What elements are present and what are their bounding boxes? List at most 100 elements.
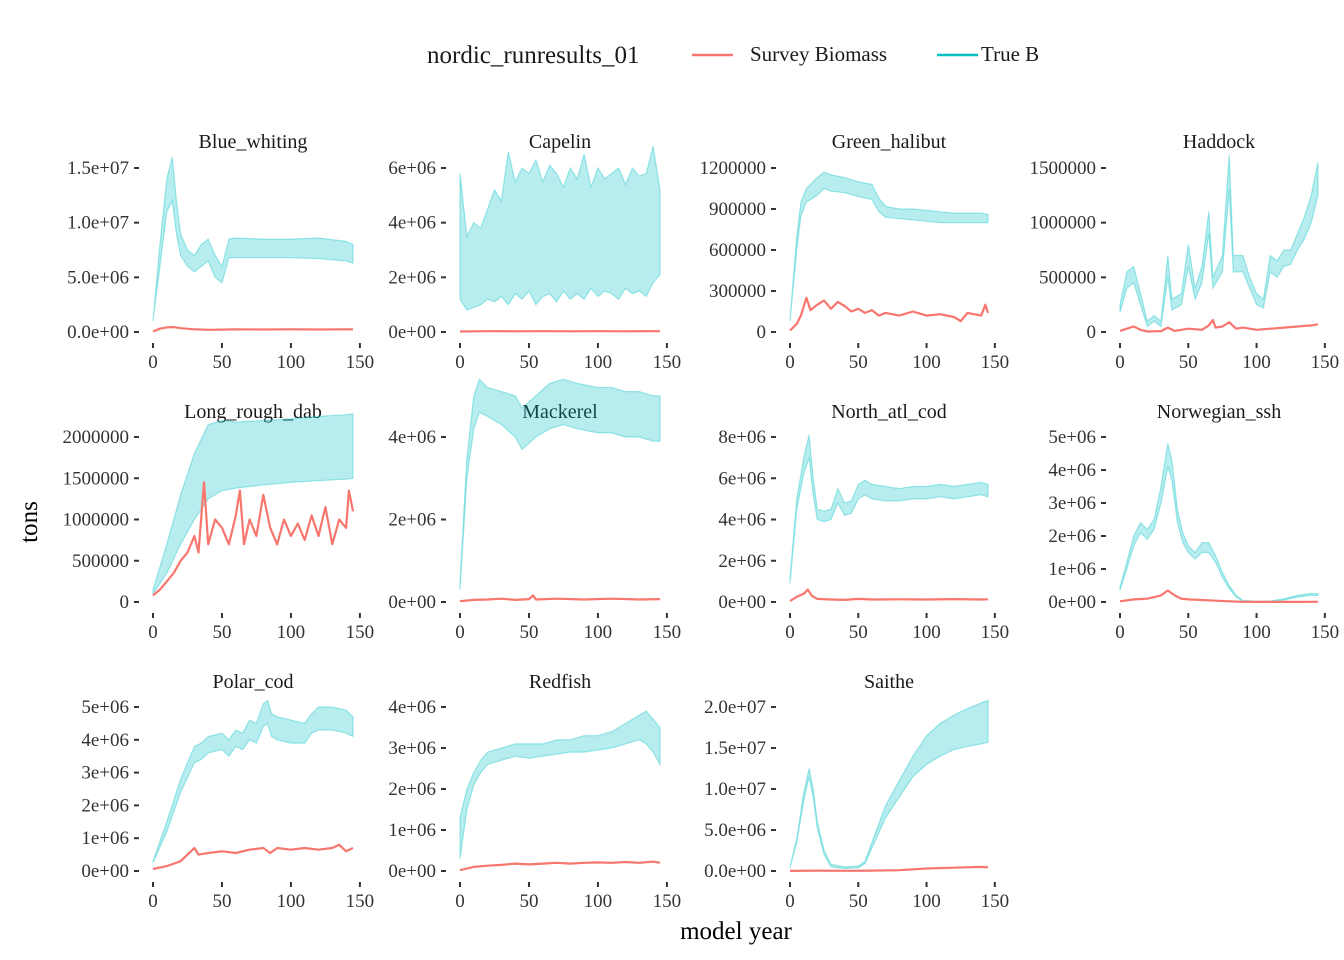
panel-long-rough-dab: Long_rough_dab 0 50 100 150 0 500000 1000000 150… bbox=[63, 401, 375, 643]
y-tick-label: 4e+06 bbox=[388, 697, 436, 718]
y-tick-label: 500000 bbox=[1039, 267, 1096, 288]
x-tick-label: 0 bbox=[785, 352, 795, 373]
x-tick-label: 50 bbox=[1179, 622, 1198, 643]
x-tick-label: 100 bbox=[277, 352, 306, 373]
x-tick-label: 50 bbox=[519, 622, 538, 643]
survey-biomass-series-polar-cod bbox=[152, 843, 354, 871]
survey-biomass-series-haddock bbox=[1119, 318, 1319, 333]
true-b-series-redfish bbox=[459, 710, 661, 859]
y-tick-label: 2.0e+07 bbox=[704, 697, 766, 718]
x-axis-title: model year bbox=[680, 918, 792, 945]
panel-title-redfish: Redfish bbox=[529, 671, 591, 693]
y-tick-label: 4e+06 bbox=[1048, 460, 1096, 481]
true-b-series-haddock bbox=[1119, 154, 1319, 328]
panel-title-capelin: Capelin bbox=[529, 131, 591, 153]
y-tick-label: 1e+06 bbox=[81, 828, 129, 849]
y-tick-label: 0 bbox=[120, 592, 130, 613]
y-tick-label: 0 bbox=[1087, 322, 1097, 343]
true-b-series-long-rough-dab bbox=[152, 413, 354, 596]
true-b-series-capelin bbox=[459, 145, 661, 311]
y-tick-label: 1000000 bbox=[63, 510, 130, 531]
y-tick-label: 2000000 bbox=[63, 427, 130, 448]
y-tick-label: 3e+06 bbox=[81, 763, 129, 784]
y-tick-label: 2e+06 bbox=[388, 267, 436, 288]
x-tick-label: 150 bbox=[981, 891, 1010, 912]
panels: Blue_whiting 0 50 100 150 0.0e+00 5.0e+06 1.0e+… bbox=[63, 131, 1340, 912]
y-tick-label: 1200000 bbox=[700, 158, 767, 179]
panel-polar-cod: Polar_cod 0 50 100 150 0e+00 1e+06 2e+06 3e+06 4e… bbox=[81, 671, 374, 912]
y-tick-label: 4e+06 bbox=[81, 730, 129, 751]
panel-haddock: Haddock 0 50 100 150 0 500000 1000000 1500000 bbox=[1030, 131, 1340, 373]
y-tick-label: 6e+06 bbox=[718, 468, 766, 489]
panel-saithe: Saithe 0 50 100 150 0.0e+00 5.0e+06 1.0e+07 1.5e… bbox=[704, 671, 1009, 912]
y-tick-label: 0 bbox=[757, 322, 767, 343]
panel-title-norwegian-ssh: Norwegian_ssh bbox=[1157, 401, 1281, 423]
true-b-series-green-halibut bbox=[789, 171, 989, 322]
panel-blue-whiting: Blue_whiting 0 50 100 150 0.0e+00 5.0e+06 1.0e+… bbox=[67, 131, 374, 373]
true-b-series-saithe bbox=[789, 699, 989, 870]
y-tick-label: 0e+00 bbox=[388, 322, 436, 343]
y-tick-label: 0.0e+00 bbox=[704, 861, 766, 882]
legend-label-true-b: True B bbox=[981, 42, 1039, 66]
x-tick-label: 0 bbox=[1115, 622, 1125, 643]
legend-label-survey-biomass: Survey Biomass bbox=[750, 42, 887, 66]
y-tick-label: 2e+06 bbox=[81, 795, 129, 816]
y-tick-label: 1.5e+07 bbox=[704, 738, 766, 759]
y-tick-label: 300000 bbox=[709, 281, 766, 302]
panel-title-saithe: Saithe bbox=[864, 671, 914, 693]
y-tick-label: 1500000 bbox=[1030, 158, 1097, 179]
panel-title-north-atl-cod: North_atl_cod bbox=[831, 401, 947, 423]
y-tick-label: 0e+00 bbox=[1048, 592, 1096, 613]
y-tick-label: 5e+06 bbox=[1048, 427, 1096, 448]
x-tick-label: 50 bbox=[849, 891, 868, 912]
panel-mackerel: Mackerel 0 50 100 150 0e+00 2e+06 4e+06 bbox=[388, 378, 681, 643]
survey-biomass-series-norwegian-ssh bbox=[1119, 589, 1319, 604]
y-tick-label: 3e+06 bbox=[388, 738, 436, 759]
x-tick-label: 0 bbox=[1115, 352, 1125, 373]
y-tick-label: 1.5e+07 bbox=[67, 158, 129, 179]
x-tick-label: 100 bbox=[584, 352, 613, 373]
panel-title-mackerel: Mackerel bbox=[522, 401, 598, 423]
y-tick-label: 0e+00 bbox=[388, 592, 436, 613]
legend-title: nordic_runresults_01 bbox=[427, 42, 639, 69]
y-tick-label: 3e+06 bbox=[1048, 493, 1096, 514]
true-b-series-norwegian-ssh bbox=[1119, 443, 1319, 603]
y-tick-label: 2e+06 bbox=[388, 779, 436, 800]
panel-green-halibut: Green_halibut 0 50 100 150 0 300000 600000 90000… bbox=[700, 131, 1010, 373]
y-tick-label: 4e+06 bbox=[388, 427, 436, 448]
x-tick-label: 50 bbox=[212, 891, 231, 912]
x-tick-label: 0 bbox=[148, 622, 158, 643]
x-tick-label: 150 bbox=[1311, 352, 1340, 373]
x-tick-label: 0 bbox=[148, 352, 158, 373]
y-tick-label: 2e+06 bbox=[1048, 526, 1096, 547]
panel-title-haddock: Haddock bbox=[1183, 131, 1255, 153]
x-tick-label: 50 bbox=[212, 622, 231, 643]
true-b-series-mackerel bbox=[459, 378, 661, 590]
panel-title-green-halibut: Green_halibut bbox=[832, 131, 947, 153]
x-tick-label: 100 bbox=[584, 891, 613, 912]
x-tick-label: 150 bbox=[346, 622, 375, 643]
x-tick-label: 50 bbox=[1179, 352, 1198, 373]
x-tick-label: 50 bbox=[519, 891, 538, 912]
true-b-series-blue-whiting bbox=[152, 156, 354, 322]
x-tick-label: 150 bbox=[346, 352, 375, 373]
x-tick-label: 100 bbox=[912, 352, 941, 373]
y-tick-label: 0.0e+00 bbox=[67, 322, 129, 343]
x-tick-label: 50 bbox=[849, 352, 868, 373]
y-tick-label: 0e+00 bbox=[388, 861, 436, 882]
x-tick-label: 100 bbox=[912, 891, 941, 912]
panel-title-long-rough-dab: Long_rough_dab bbox=[184, 401, 322, 423]
y-tick-label: 1500000 bbox=[63, 468, 130, 489]
y-tick-label: 0e+00 bbox=[718, 592, 766, 613]
y-tick-label: 6e+06 bbox=[388, 158, 436, 179]
panel-capelin: Capelin 0 50 100 150 0e+00 2e+06 4e+06 6e+06 bbox=[388, 131, 681, 373]
x-tick-label: 100 bbox=[277, 622, 306, 643]
panel-title-blue-whiting: Blue_whiting bbox=[199, 131, 308, 153]
true-b-series-polar-cod bbox=[152, 699, 354, 864]
x-tick-label: 100 bbox=[277, 891, 306, 912]
true-b-series-north-atl-cod bbox=[789, 434, 989, 584]
y-tick-label: 1000000 bbox=[1030, 213, 1097, 234]
y-tick-label: 1e+06 bbox=[1048, 559, 1096, 580]
survey-biomass-series-long-rough-dab bbox=[152, 481, 355, 597]
y-tick-label: 600000 bbox=[709, 240, 766, 261]
